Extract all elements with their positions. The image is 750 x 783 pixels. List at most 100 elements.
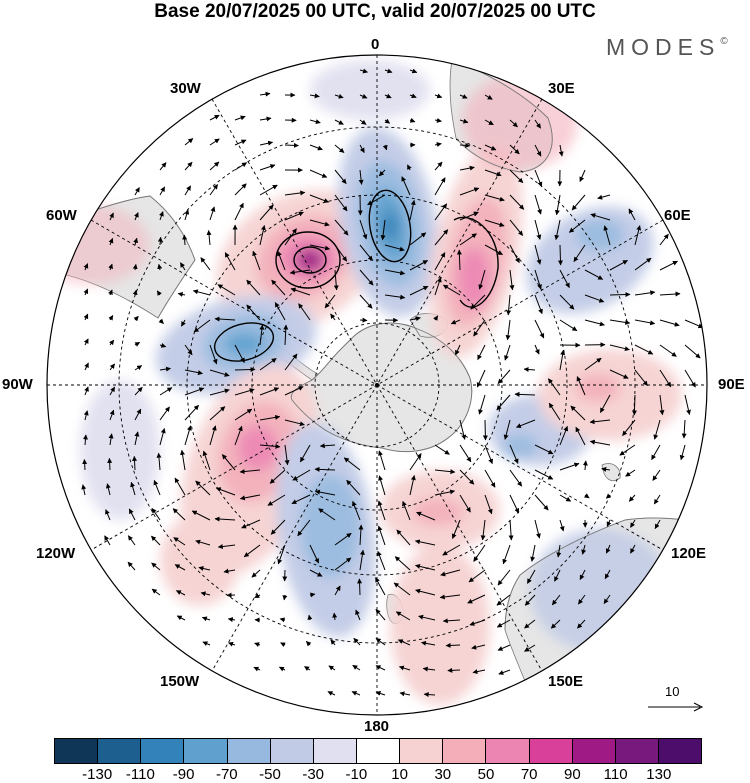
wind-vector [172, 508, 186, 521]
wind-vector [351, 691, 361, 696]
kerguelen-land [601, 463, 621, 482]
wind-vector [234, 183, 247, 196]
wind-vector [577, 619, 586, 629]
wind-vector [307, 614, 313, 621]
wind-vector [377, 525, 386, 546]
wind-vector [630, 519, 636, 528]
wind-vector [484, 219, 505, 227]
wind-vector [343, 457, 361, 471]
wind-vector [684, 394, 691, 415]
wind-vector [384, 118, 391, 124]
wind-vector [359, 317, 368, 323]
wind-vector [299, 444, 311, 463]
wind-vector [634, 319, 656, 326]
wind-vector [484, 444, 493, 465]
wind-vector [157, 236, 163, 246]
wind-vector [134, 187, 140, 196]
wind-vector [459, 165, 475, 171]
wind-vector [548, 402, 561, 421]
wind-vector [133, 237, 139, 246]
wind-vector [476, 369, 486, 388]
wind-vector [534, 494, 549, 511]
wind-vector [557, 244, 563, 266]
wind-vector [609, 259, 628, 271]
wind-vector [496, 394, 511, 411]
wind-vector [318, 508, 336, 521]
wind-vector [200, 591, 211, 597]
wind-vector [473, 319, 486, 337]
colorbar-tick-label: -70 [215, 766, 238, 783]
wind-vector [396, 529, 411, 546]
wind-vector [459, 419, 467, 440]
wind-vector [628, 208, 636, 221]
wind-vector [434, 93, 443, 99]
wind-vector [355, 609, 361, 621]
wind-vector [504, 344, 511, 361]
wind-vector [202, 641, 211, 646]
wind-vector [83, 338, 89, 346]
wind-vector [209, 344, 218, 365]
wind-vector [409, 68, 418, 74]
wind-vector [550, 619, 561, 629]
wind-vector [105, 509, 111, 521]
lon-label-30w: 30W [170, 80, 201, 97]
colorbar-tick-label: -90 [172, 766, 195, 783]
wind-vector [134, 431, 140, 446]
wind-vector [659, 394, 665, 416]
wind-vector [554, 219, 561, 241]
wind-vector [84, 386, 89, 396]
wind-vector [209, 388, 230, 396]
wind-vector [209, 369, 230, 377]
wind-vector [359, 244, 373, 261]
wind-vector [104, 535, 111, 546]
wind-vector [330, 639, 336, 646]
wind-vector [534, 469, 554, 480]
wind-vector [270, 519, 286, 535]
wind-vector [334, 244, 348, 262]
wind-vector [357, 578, 363, 596]
wind-vector [509, 194, 525, 210]
wind-vector [353, 637, 361, 646]
wind-vector [422, 666, 436, 672]
wind-vector [234, 202, 244, 221]
wind-vector [634, 225, 642, 246]
wind-vector [195, 480, 211, 496]
wind-vector [402, 500, 411, 521]
wind-vector [515, 419, 536, 428]
anomaly-pos-ross [380, 470, 500, 705]
wind-vector [184, 209, 190, 221]
wind-vector [334, 532, 352, 546]
wind-vector [159, 343, 167, 348]
wind-vector [434, 229, 449, 246]
wind-vector [289, 269, 311, 275]
wind-vector [84, 362, 89, 371]
wind-vector [195, 539, 211, 546]
wind-vector [292, 469, 311, 481]
wind-vector [358, 524, 364, 546]
anomaly-pos-atlantic [216, 189, 380, 331]
colorbar-swatch [442, 739, 486, 763]
wind-vector [559, 319, 578, 332]
wind-vector [534, 244, 542, 265]
wind-vector [271, 279, 286, 296]
wind-vector [470, 294, 486, 310]
wind-vector [498, 669, 511, 675]
wind-vector [622, 419, 636, 436]
wind-vector [176, 615, 186, 621]
wind-vector [209, 406, 226, 421]
wind-vector [184, 344, 193, 356]
wind-vector [234, 115, 246, 121]
colorbar-tick-label: -50 [259, 766, 281, 783]
wind-vector [132, 263, 138, 271]
wind-vector [284, 228, 297, 246]
wind-vector [584, 357, 602, 371]
wind-vector [442, 284, 461, 296]
wind-vector [509, 169, 524, 184]
reference-vector-arrow [648, 702, 704, 712]
wind-vector [83, 410, 89, 421]
wind-vector [509, 219, 524, 236]
wind-vector [421, 640, 436, 646]
reference-vector-label: 10 [665, 684, 680, 699]
wind-vector [503, 419, 511, 440]
